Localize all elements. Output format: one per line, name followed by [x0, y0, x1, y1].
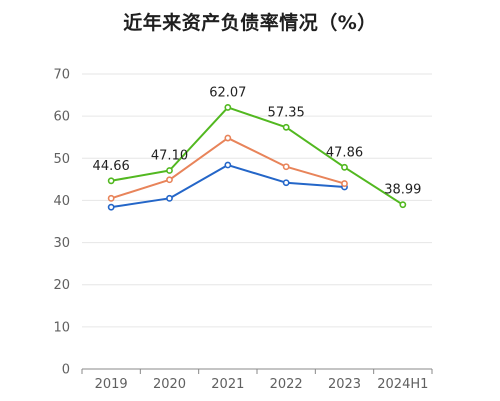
- data-label: 47.86: [326, 145, 363, 160]
- data-point: [341, 180, 348, 187]
- data-point: [107, 177, 115, 185]
- data-point: [166, 176, 173, 184]
- data-point: [282, 163, 290, 171]
- data-point: [166, 167, 173, 174]
- y-tick-label: 10: [53, 320, 70, 335]
- x-tick-label: 2019: [95, 377, 128, 392]
- x-tick-label: 2022: [270, 377, 303, 392]
- x-tick-label: 2024H1: [377, 377, 428, 392]
- chart-title: 近年来资产负债率情况（%）: [123, 12, 377, 34]
- data-label: 47.10: [151, 149, 188, 164]
- data-point: [107, 203, 115, 211]
- data-label: 57.35: [268, 105, 305, 120]
- data-label: 44.66: [93, 159, 130, 174]
- data-label: 62.07: [209, 85, 246, 100]
- x-tick-label: 2023: [328, 377, 361, 392]
- y-tick-label: 60: [53, 110, 70, 125]
- data-point: [399, 201, 407, 209]
- data-point: [107, 194, 115, 202]
- data-point: [224, 161, 232, 169]
- y-tick-label: 20: [53, 278, 70, 293]
- data-point: [282, 179, 290, 187]
- x-tick-label: 2021: [211, 377, 244, 392]
- gridlines: [82, 73, 432, 328]
- y-tick-label: 50: [53, 152, 70, 167]
- data-label: 38.99: [384, 183, 421, 198]
- y-tick-label: 40: [53, 194, 70, 209]
- axes: 0 10 20 30 40 50 60 70 2019 2020 2021 2022 2023 2024H…: [53, 68, 433, 392]
- data-labels: 44.66 47.10 62.07 57.35 47.86 38.99: [93, 85, 422, 197]
- data-point: [341, 163, 348, 171]
- data-point: [224, 134, 232, 142]
- series-points: [107, 104, 407, 211]
- y-tick-label: 0: [62, 363, 70, 378]
- data-point: [166, 194, 173, 202]
- y-tick-label: 70: [53, 68, 70, 83]
- series-line: [110, 106, 404, 206]
- data-point: [282, 123, 290, 131]
- x-tick-label: 2020: [153, 377, 186, 392]
- y-tick-label: 30: [53, 236, 70, 251]
- data-point: [224, 104, 232, 111]
